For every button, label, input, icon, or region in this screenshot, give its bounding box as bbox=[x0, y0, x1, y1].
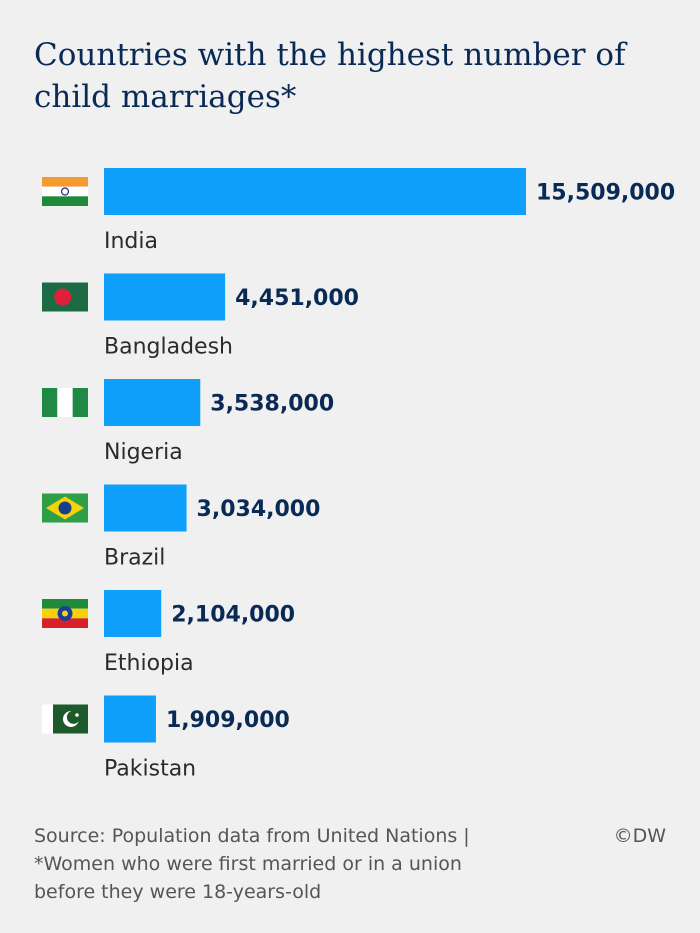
india-flag-icon bbox=[42, 177, 88, 206]
category-label-bangladesh: Bangladesh bbox=[104, 335, 233, 360]
value-label-india: 15,509,000 bbox=[536, 181, 675, 206]
category-label-nigeria: Nigeria bbox=[104, 440, 183, 465]
value-label-nigeria: 3,538,000 bbox=[210, 392, 334, 417]
chart-footer: Source: Population data from United Nati… bbox=[34, 822, 594, 906]
category-label-ethiopia: Ethiopia bbox=[104, 651, 194, 676]
bar-row-nigeria: 3,538,000 Nigeria bbox=[42, 379, 334, 465]
value-label-pakistan: 1,909,000 bbox=[166, 708, 290, 733]
chart-title: Countries with the highest number of chi… bbox=[34, 37, 626, 115]
brazil-flag-icon bbox=[42, 493, 88, 523]
footnote-line-1: *Women who were first married or in a un… bbox=[34, 853, 462, 875]
bar-row-brazil: 3,034,000 Brazil bbox=[42, 484, 321, 571]
pakistan-flag-icon bbox=[42, 704, 88, 734]
ethiopia-flag-icon bbox=[42, 599, 88, 628]
category-label-brazil: Brazil bbox=[104, 546, 165, 571]
value-label-brazil: 3,034,000 bbox=[197, 497, 321, 522]
value-label-ethiopia: 2,104,000 bbox=[171, 603, 295, 628]
value-label-bangladesh: 4,451,000 bbox=[235, 286, 359, 311]
bar-nigeria bbox=[104, 379, 201, 426]
bar-brazil bbox=[104, 484, 187, 532]
category-label-pakistan: Pakistan bbox=[104, 757, 196, 782]
bar-india bbox=[104, 168, 526, 215]
category-label-india: India bbox=[104, 229, 158, 254]
source-note: Source: Population data from United Nati… bbox=[34, 825, 470, 847]
dw-credit: ©DW bbox=[613, 825, 666, 847]
nigeria-flag-icon bbox=[42, 388, 88, 417]
bar-row-india: 15,509,000 India bbox=[42, 168, 675, 254]
bangladesh-flag-icon bbox=[42, 282, 88, 312]
bar-bangladesh bbox=[104, 273, 226, 321]
bar-row-pakistan: 1,909,000 Pakistan bbox=[42, 695, 290, 782]
bar-ethiopia bbox=[104, 590, 162, 637]
bar-row-ethiopia: 2,104,000 Ethiopia bbox=[42, 590, 295, 676]
footnote-line-2: before they were 18-years-old bbox=[34, 881, 322, 903]
bar-pakistan bbox=[104, 695, 156, 743]
